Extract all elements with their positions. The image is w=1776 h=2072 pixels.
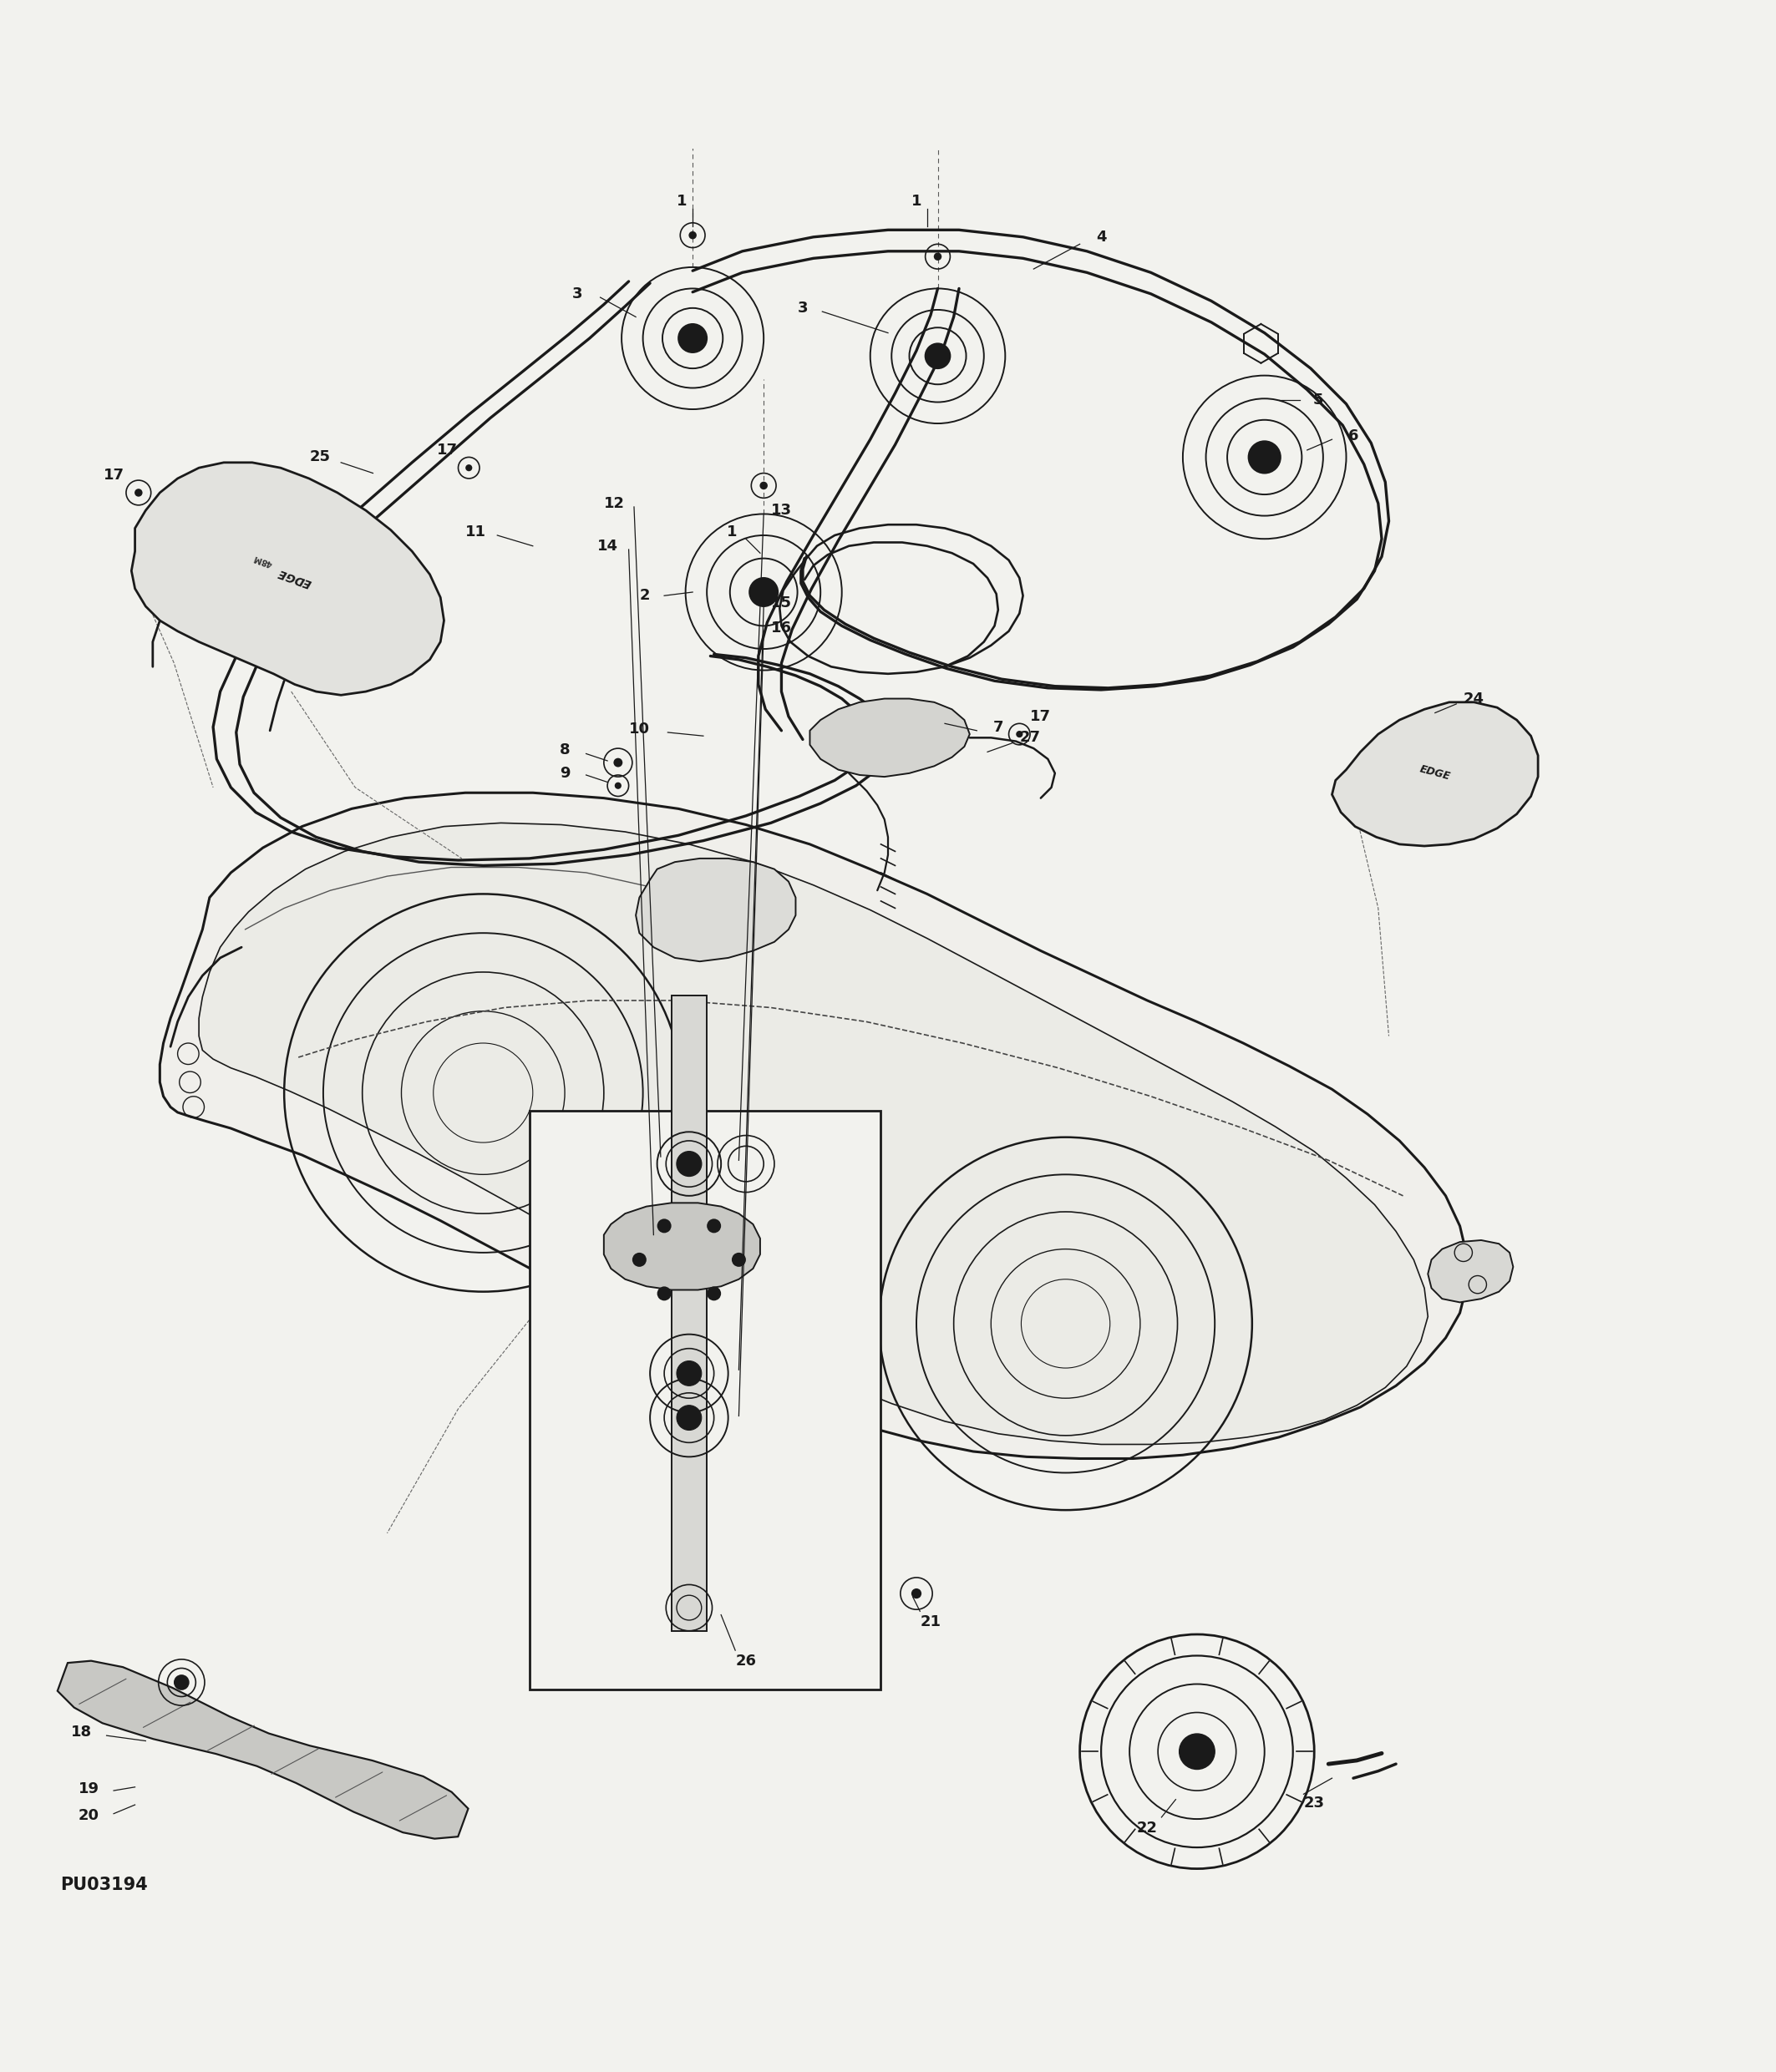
- Circle shape: [760, 481, 767, 489]
- Circle shape: [174, 1676, 188, 1689]
- Circle shape: [749, 578, 778, 607]
- Text: 4: 4: [1096, 230, 1106, 244]
- Text: 1: 1: [726, 524, 737, 539]
- Text: 17: 17: [437, 443, 458, 458]
- Text: 12: 12: [604, 495, 625, 512]
- Polygon shape: [199, 823, 1428, 1444]
- Text: 2: 2: [639, 588, 650, 603]
- Text: 6: 6: [1348, 429, 1359, 443]
- Text: 22: 22: [1137, 1821, 1158, 1836]
- Circle shape: [1016, 731, 1023, 738]
- Polygon shape: [636, 858, 796, 961]
- Circle shape: [689, 232, 696, 238]
- Text: 24: 24: [1463, 692, 1485, 707]
- Circle shape: [911, 1589, 922, 1600]
- Polygon shape: [131, 462, 444, 694]
- Text: 3: 3: [797, 300, 808, 315]
- Text: 1: 1: [911, 195, 922, 209]
- Text: PU03194: PU03194: [60, 1877, 147, 1894]
- Circle shape: [632, 1254, 646, 1266]
- Polygon shape: [810, 698, 970, 777]
- Bar: [529, 1111, 881, 1689]
- Circle shape: [707, 1287, 721, 1301]
- Circle shape: [657, 1218, 671, 1233]
- Polygon shape: [1332, 702, 1538, 845]
- Text: 17: 17: [1030, 709, 1051, 723]
- Circle shape: [657, 1287, 671, 1301]
- Text: 16: 16: [771, 620, 792, 636]
- Text: 10: 10: [629, 721, 650, 736]
- Circle shape: [1179, 1734, 1215, 1769]
- Circle shape: [687, 1606, 691, 1610]
- Circle shape: [1190, 1745, 1204, 1759]
- Text: EDGE: EDGE: [1419, 765, 1451, 783]
- Text: 48M: 48M: [252, 553, 274, 568]
- Polygon shape: [604, 1204, 760, 1291]
- Text: 20: 20: [78, 1809, 99, 1823]
- Text: 25: 25: [309, 450, 330, 464]
- Text: 13: 13: [771, 503, 792, 518]
- Circle shape: [707, 1218, 721, 1233]
- Bar: [671, 995, 707, 1631]
- Text: 3: 3: [572, 286, 583, 300]
- Circle shape: [678, 323, 707, 352]
- Text: 23: 23: [1304, 1796, 1325, 1811]
- Circle shape: [732, 1254, 746, 1266]
- Circle shape: [614, 783, 622, 789]
- Text: 15: 15: [771, 595, 792, 611]
- Text: 19: 19: [78, 1782, 99, 1796]
- Text: 8: 8: [559, 742, 570, 758]
- Polygon shape: [1428, 1241, 1513, 1303]
- Text: 17: 17: [103, 468, 124, 483]
- Text: 14: 14: [597, 539, 618, 553]
- Text: 11: 11: [465, 524, 487, 539]
- Circle shape: [934, 253, 941, 261]
- Text: 21: 21: [920, 1614, 941, 1629]
- Text: 27: 27: [1019, 729, 1041, 746]
- Polygon shape: [57, 1662, 469, 1838]
- Text: 26: 26: [735, 1653, 757, 1668]
- Circle shape: [613, 758, 623, 767]
- Text: 18: 18: [71, 1724, 92, 1740]
- Text: 1: 1: [677, 195, 687, 209]
- Circle shape: [135, 489, 142, 497]
- Circle shape: [925, 344, 950, 369]
- Circle shape: [1249, 441, 1280, 472]
- Circle shape: [677, 1361, 702, 1386]
- Text: 7: 7: [993, 719, 1003, 736]
- Circle shape: [677, 1152, 702, 1177]
- Text: 9: 9: [559, 767, 570, 781]
- Circle shape: [465, 464, 472, 470]
- Circle shape: [677, 1405, 702, 1430]
- Text: 5: 5: [1312, 394, 1323, 408]
- Text: EDGE: EDGE: [277, 566, 313, 588]
- Polygon shape: [160, 794, 1467, 1459]
